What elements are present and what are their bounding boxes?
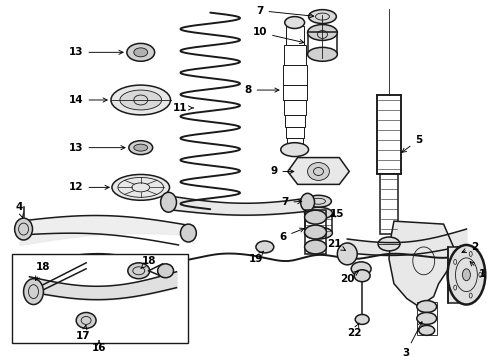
- Text: 20: 20: [340, 271, 358, 284]
- Ellipse shape: [281, 143, 309, 157]
- Ellipse shape: [309, 10, 336, 23]
- Ellipse shape: [76, 312, 96, 328]
- Ellipse shape: [308, 163, 329, 180]
- Text: 1: 1: [470, 262, 486, 279]
- Text: 11: 11: [173, 103, 193, 113]
- Bar: [287, 138, 303, 148]
- Text: 13: 13: [69, 47, 123, 57]
- Ellipse shape: [355, 315, 369, 324]
- Text: 17: 17: [76, 325, 91, 341]
- Text: 10: 10: [253, 27, 304, 44]
- Ellipse shape: [112, 175, 170, 200]
- Text: 15: 15: [330, 209, 344, 219]
- Ellipse shape: [127, 44, 155, 61]
- Ellipse shape: [308, 24, 337, 40]
- Bar: [12, 254, 188, 343]
- Text: 5: 5: [402, 135, 422, 152]
- Bar: [305, 213, 332, 233]
- Ellipse shape: [161, 192, 176, 212]
- Bar: [286, 26, 304, 45]
- Polygon shape: [389, 221, 454, 306]
- Text: 3: 3: [402, 322, 422, 358]
- Ellipse shape: [129, 141, 153, 154]
- Bar: [284, 45, 306, 65]
- Bar: [305, 210, 326, 254]
- Ellipse shape: [180, 224, 196, 242]
- Bar: [286, 127, 304, 138]
- Ellipse shape: [134, 48, 147, 57]
- Ellipse shape: [134, 144, 147, 151]
- Ellipse shape: [305, 210, 326, 224]
- Text: 6: 6: [279, 228, 304, 242]
- Ellipse shape: [300, 193, 315, 211]
- Ellipse shape: [305, 240, 326, 254]
- Text: 12: 12: [69, 183, 109, 192]
- Ellipse shape: [463, 269, 470, 281]
- Bar: [417, 302, 437, 335]
- Text: 21: 21: [327, 239, 345, 251]
- Text: 13: 13: [69, 143, 125, 153]
- Text: 7: 7: [256, 6, 314, 18]
- Ellipse shape: [305, 207, 332, 219]
- Text: 19: 19: [249, 251, 264, 264]
- Ellipse shape: [419, 325, 435, 335]
- Bar: [283, 65, 307, 85]
- Text: 16: 16: [92, 341, 106, 353]
- Text: 8: 8: [245, 85, 279, 95]
- Ellipse shape: [308, 48, 337, 61]
- Ellipse shape: [447, 245, 485, 305]
- Ellipse shape: [305, 227, 332, 239]
- Ellipse shape: [354, 270, 370, 282]
- Bar: [283, 85, 307, 100]
- Ellipse shape: [417, 312, 437, 324]
- Ellipse shape: [111, 85, 171, 115]
- Polygon shape: [288, 158, 349, 184]
- Text: 18: 18: [141, 256, 156, 269]
- Text: 2: 2: [462, 242, 478, 253]
- Ellipse shape: [256, 241, 274, 253]
- Bar: [285, 115, 305, 127]
- Text: 14: 14: [69, 95, 107, 105]
- Ellipse shape: [285, 17, 305, 28]
- Bar: [284, 100, 306, 115]
- Ellipse shape: [378, 237, 400, 251]
- Ellipse shape: [24, 279, 44, 305]
- Ellipse shape: [337, 243, 357, 265]
- Ellipse shape: [15, 218, 32, 240]
- Bar: [308, 32, 337, 54]
- Text: 9: 9: [270, 166, 294, 176]
- Ellipse shape: [305, 225, 326, 239]
- Ellipse shape: [158, 264, 173, 278]
- Bar: [447, 247, 465, 302]
- Text: 22: 22: [347, 323, 362, 338]
- Ellipse shape: [120, 90, 162, 110]
- Text: 18: 18: [35, 262, 50, 280]
- Bar: [377, 95, 401, 175]
- Bar: [380, 175, 398, 234]
- Ellipse shape: [351, 262, 371, 276]
- Text: 4: 4: [16, 202, 24, 218]
- Ellipse shape: [417, 301, 437, 312]
- Ellipse shape: [306, 195, 331, 207]
- Ellipse shape: [128, 263, 149, 279]
- Text: 7: 7: [281, 197, 302, 207]
